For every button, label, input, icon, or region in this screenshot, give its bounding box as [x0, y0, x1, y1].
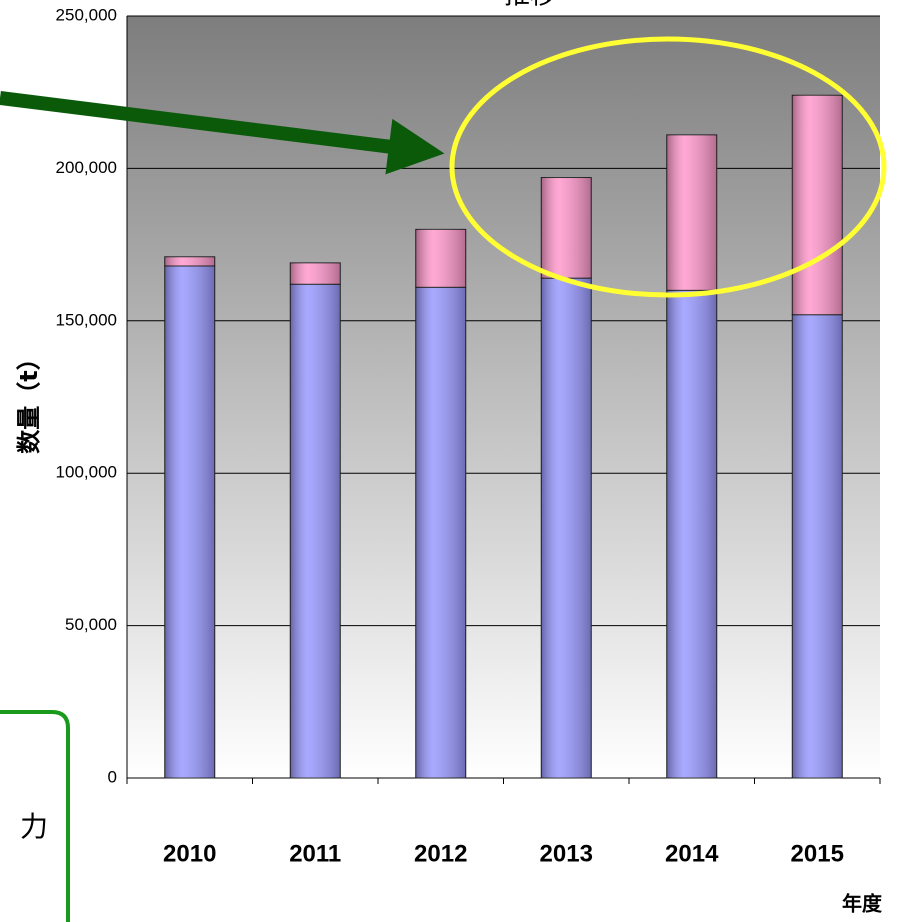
y-tick-label: 50,000: [65, 615, 117, 634]
bar-shade: [415, 229, 466, 288]
x-axis-label: 年度: [842, 892, 883, 916]
bar-shade: [164, 265, 215, 778]
callout-box: [0, 710, 70, 922]
bar-shade: [541, 278, 592, 778]
bar-shade: [792, 95, 843, 315]
plot-area: [127, 16, 880, 778]
bar-shade: [666, 290, 717, 778]
y-tick-label: 100,000: [56, 463, 117, 482]
y-tick-label: 200,000: [56, 158, 117, 177]
y-tick-label: 0: [108, 767, 117, 786]
y-axis-label: 数量（t）: [15, 346, 43, 453]
bar-shade: [290, 284, 341, 778]
highlight-ellipse: [449, 36, 887, 298]
arrow: [0, 91, 445, 175]
y-tick-label: 250,000: [56, 5, 117, 24]
chart-title: 推移: [504, 0, 556, 11]
x-tick-label: 2012: [414, 840, 467, 867]
y-tick-label: 150,000: [56, 310, 117, 329]
x-tick-label: 2015: [791, 840, 844, 867]
x-tick-label: 2014: [665, 840, 719, 867]
x-tick-label: 2010: [163, 840, 216, 867]
bar-shade: [541, 177, 592, 279]
x-tick-label: 2013: [540, 840, 593, 867]
x-tick-label: 2011: [289, 840, 341, 867]
marks: 0 50,000 100,000 150,000 200,000 250,000 2010 2…: [56, 5, 881, 867]
bar-shade: [164, 256, 215, 266]
bar-shade: [666, 134, 717, 291]
bar-shade: [415, 287, 466, 778]
bar-shade: [792, 314, 843, 778]
bar-shade: [290, 262, 341, 285]
callout-text: 力: [20, 810, 48, 843]
